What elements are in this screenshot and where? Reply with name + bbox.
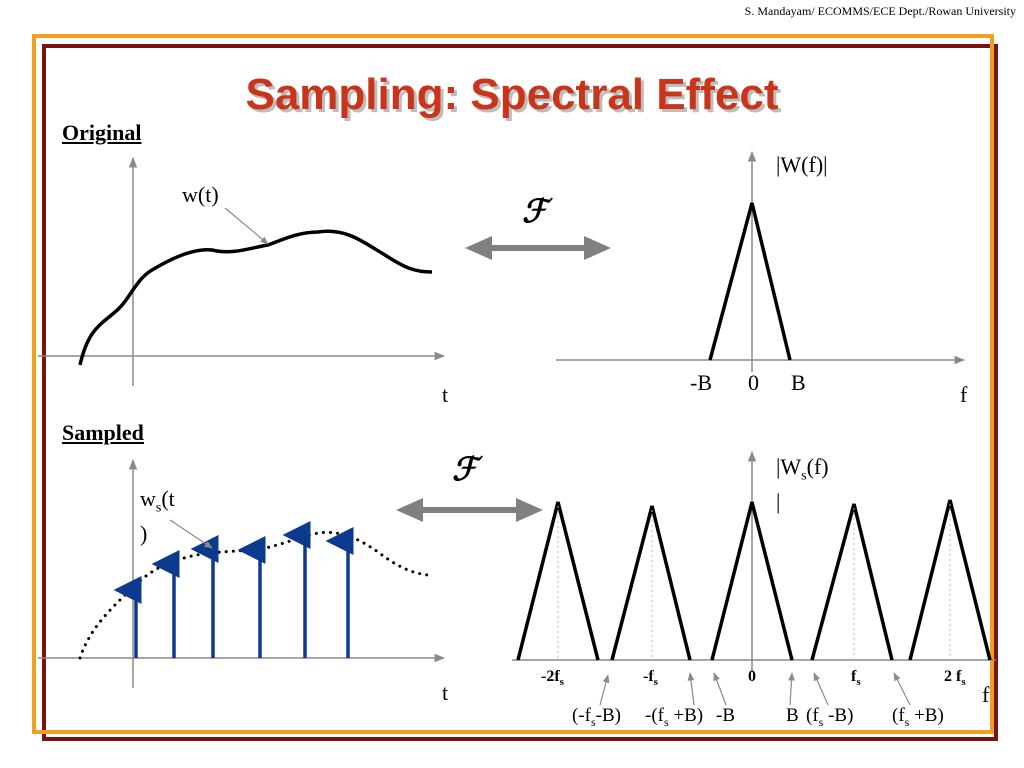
replica-center-guides (557, 504, 951, 660)
sampled-freq-axis-label: f (982, 682, 990, 707)
original-signal-curve (78, 229, 433, 366)
original-tick-b: B (791, 370, 806, 395)
slide-frame-outer (42, 44, 998, 741)
fourier-transform-icon: ℱ (522, 192, 548, 230)
sampled-time-axes (38, 458, 446, 688)
original-tick-neg-b: -B (690, 370, 712, 395)
original-spectrum-triangle (708, 202, 792, 361)
band-edge-pointers (599, 672, 911, 706)
tick-zero: 0 (748, 668, 756, 685)
original-transform-arrow (465, 236, 611, 260)
original-tick-zero: 0 (748, 370, 759, 395)
sample-impulses (113, 521, 354, 658)
original-spectrum-axes (556, 150, 966, 372)
tick-neg-2fs: -2fs (541, 668, 564, 689)
original-signal-pointer (224, 207, 269, 245)
spectrum-replica (710, 501, 794, 661)
tick-fs: fs (851, 668, 861, 689)
original-time-axes (38, 156, 446, 386)
original-signal-label: w(t) (182, 182, 219, 207)
band-label-fs-plus-b: (fs +B) (892, 705, 944, 729)
sampled-spectrum-axes (512, 450, 996, 672)
band-label-b: B (786, 705, 799, 726)
fourier-transform-icon: ℱ (452, 450, 478, 488)
sampled-transform-arrow (396, 498, 543, 522)
sampled-spectrum-label: |Ws(f) | (776, 454, 829, 515)
spectrum-replica (810, 503, 894, 661)
original-spectrum-label: |W(f)| (776, 152, 828, 177)
slide-credit: S. Mandayam/ ECOMMS/ECE Dept./Rowan Univ… (744, 4, 1016, 18)
sampled-time-axis-label: t (442, 680, 449, 705)
band-label-neg-fs-plus-b: -(fs +B) (645, 705, 704, 729)
sampled-signal-label: ws(t) (140, 486, 175, 547)
slide-frame-inner (32, 34, 994, 734)
spectrum-replica (908, 499, 992, 661)
spectrum-replica (516, 501, 600, 661)
band-label-fs-minus-b: (fs -B) (806, 705, 854, 729)
sampled-heading: Sampled (62, 420, 144, 445)
tick-neg-fs: -fs (643, 668, 658, 689)
sampled-signal-pointer (169, 519, 213, 549)
original-time-axis-label: t (442, 382, 449, 407)
band-label-neg-fs-minus-b: (-fs-B) (572, 705, 621, 729)
tick-2fs: 2 fs (944, 668, 966, 689)
sampled-spectrum-replicas (516, 499, 992, 661)
band-label-neg-b: -B (716, 705, 735, 726)
slide-title: Sampling: Spectral Effect (245, 70, 779, 119)
spectrum-replica (610, 505, 692, 661)
original-heading: Original (62, 120, 142, 145)
sampled-envelope-dotted (78, 530, 430, 660)
original-freq-axis-label: f (960, 382, 968, 407)
